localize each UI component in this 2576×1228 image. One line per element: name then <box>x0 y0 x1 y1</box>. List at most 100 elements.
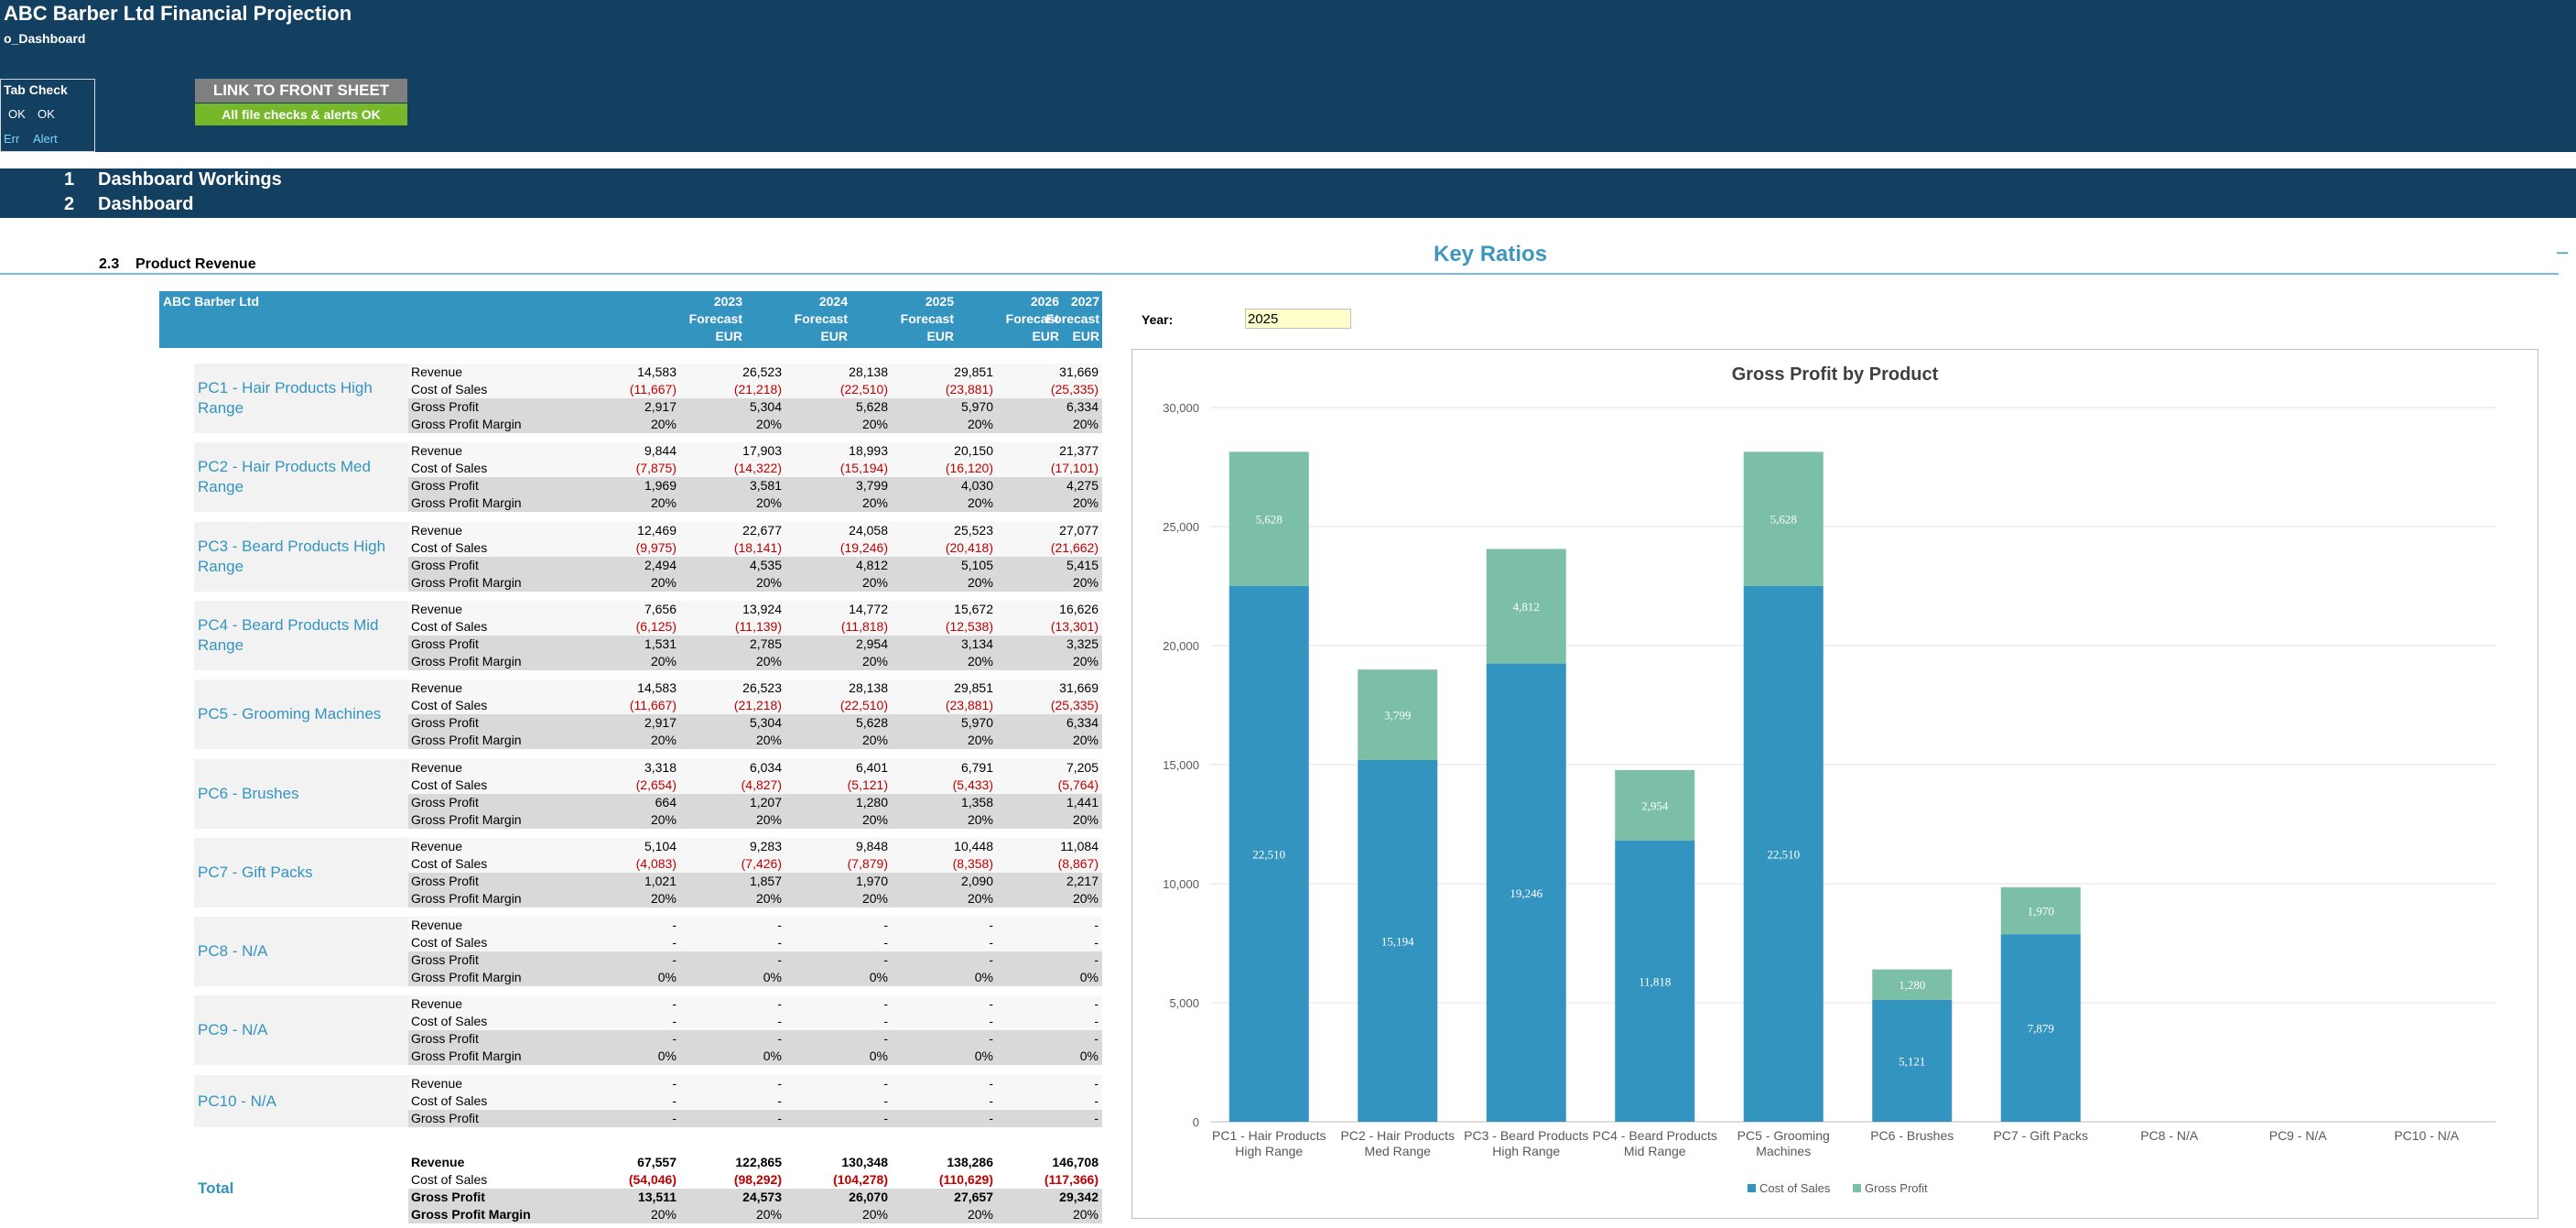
table-cell[interactable]: 0% <box>657 970 676 984</box>
collapse-group-icon[interactable]: – <box>2557 240 2569 263</box>
table-cell[interactable]: - <box>989 1076 993 1091</box>
table-cell[interactable]: 5,970 <box>960 715 993 730</box>
table-cell[interactable]: 20% <box>755 812 782 827</box>
table-cell[interactable]: 20% <box>1072 1207 1099 1222</box>
table-cell[interactable]: 1,857 <box>749 874 782 888</box>
table-cell[interactable]: 6,034 <box>749 760 782 775</box>
table-cell[interactable]: 146,708 <box>1052 1155 1099 1169</box>
table-cell[interactable]: - <box>1094 1014 1099 1028</box>
table-cell[interactable]: - <box>777 1014 782 1028</box>
table-cell[interactable]: - <box>672 1076 676 1091</box>
table-cell[interactable]: (8,867) <box>1057 856 1099 871</box>
table-cell[interactable]: 15,672 <box>954 602 993 616</box>
table-cell[interactable]: 31,669 <box>1059 364 1099 379</box>
table-cell[interactable]: 20% <box>967 495 993 510</box>
table-cell[interactable]: (25,335) <box>1050 698 1099 712</box>
table-cell[interactable]: 0% <box>763 1049 782 1063</box>
table-cell[interactable]: 122,865 <box>735 1155 782 1169</box>
table-cell[interactable]: 20% <box>650 733 676 747</box>
table-cell[interactable]: 20% <box>650 575 676 590</box>
table-cell[interactable]: 1,021 <box>644 874 676 888</box>
table-cell[interactable]: 3,325 <box>1066 636 1099 651</box>
table-cell[interactable]: - <box>883 1014 888 1028</box>
table-cell[interactable]: - <box>883 952 888 967</box>
table-cell[interactable]: 11,084 <box>1060 839 1099 853</box>
table-cell[interactable]: 27,657 <box>954 1190 993 1204</box>
table-cell[interactable]: - <box>672 996 676 1011</box>
table-cell[interactable]: - <box>1094 1031 1099 1046</box>
table-cell[interactable]: 9,283 <box>749 839 782 853</box>
table-cell[interactable]: (11,667) <box>629 382 676 397</box>
table-cell[interactable]: 20% <box>650 812 676 827</box>
table-cell[interactable]: (98,292) <box>733 1172 782 1187</box>
table-cell[interactable]: 29,851 <box>954 364 993 379</box>
table-cell[interactable]: (21,218) <box>733 382 782 397</box>
table-cell[interactable]: 20% <box>650 654 676 668</box>
table-cell[interactable]: 14,772 <box>849 602 888 616</box>
table-cell[interactable]: 6,334 <box>1066 399 1099 414</box>
table-cell[interactable]: (7,426) <box>741 856 782 871</box>
table-cell[interactable]: - <box>989 935 993 950</box>
table-cell[interactable]: 130,348 <box>841 1155 888 1169</box>
table-cell[interactable]: 0% <box>1079 1049 1099 1063</box>
table-cell[interactable]: 20% <box>861 1207 888 1222</box>
table-cell[interactable]: - <box>777 1111 782 1125</box>
table-cell[interactable]: 2,090 <box>960 874 993 888</box>
table-cell[interactable]: (22,510) <box>839 698 888 712</box>
table-cell[interactable]: 20% <box>1072 733 1099 747</box>
table-cell[interactable]: (7,875) <box>635 461 676 475</box>
table-cell[interactable]: - <box>883 1076 888 1091</box>
table-cell[interactable]: (23,881) <box>945 698 993 712</box>
table-cell[interactable]: 1,531 <box>644 636 676 651</box>
table-cell[interactable]: 20% <box>861 733 888 747</box>
table-cell[interactable]: 0% <box>763 970 782 984</box>
table-cell[interactable]: - <box>672 952 676 967</box>
table-cell[interactable]: 16,626 <box>1059 602 1099 616</box>
table-cell[interactable]: 18,993 <box>849 443 888 458</box>
table-cell[interactable]: - <box>672 1093 676 1108</box>
table-cell[interactable]: 7,656 <box>644 602 676 616</box>
table-cell[interactable]: 3,134 <box>960 636 993 651</box>
table-cell[interactable]: 25,523 <box>954 523 993 538</box>
table-cell[interactable]: (25,335) <box>1050 382 1099 397</box>
table-cell[interactable]: - <box>883 1111 888 1125</box>
table-cell[interactable]: 4,275 <box>1066 478 1099 493</box>
table-cell[interactable]: - <box>1094 1093 1099 1108</box>
table-cell[interactable]: (13,301) <box>1050 619 1099 634</box>
table-cell[interactable]: - <box>672 1031 676 1046</box>
table-cell[interactable]: 20% <box>755 733 782 747</box>
table-cell[interactable]: - <box>883 918 888 932</box>
table-cell[interactable]: 20% <box>861 417 888 431</box>
table-cell[interactable]: 20% <box>650 891 676 906</box>
table-cell[interactable]: (5,433) <box>952 777 993 792</box>
table-cell[interactable]: 20% <box>1072 891 1099 906</box>
table-cell[interactable]: - <box>989 918 993 932</box>
table-cell[interactable]: 7,205 <box>1066 760 1099 775</box>
table-cell[interactable]: - <box>777 1076 782 1091</box>
table-cell[interactable]: 0% <box>869 1049 888 1063</box>
table-cell[interactable]: (17,101) <box>1050 461 1099 475</box>
table-cell[interactable]: 138,286 <box>947 1155 993 1169</box>
table-cell[interactable]: - <box>777 996 782 1011</box>
table-cell[interactable]: (21,218) <box>733 698 782 712</box>
table-cell[interactable]: - <box>1094 996 1099 1011</box>
table-cell[interactable]: 6,334 <box>1066 715 1099 730</box>
table-cell[interactable]: (21,662) <box>1050 540 1099 555</box>
table-cell[interactable]: (11,139) <box>734 619 782 634</box>
table-cell[interactable]: 5,628 <box>855 715 888 730</box>
table-cell[interactable]: (5,764) <box>1057 777 1099 792</box>
table-cell[interactable]: - <box>989 1014 993 1028</box>
table-cell[interactable]: (9,975) <box>635 540 676 555</box>
table-cell[interactable]: 20% <box>755 575 782 590</box>
table-cell[interactable]: 14,583 <box>637 364 676 379</box>
table-cell[interactable]: - <box>883 996 888 1011</box>
table-cell[interactable]: 20% <box>755 495 782 510</box>
table-cell[interactable]: 20% <box>650 417 676 431</box>
table-cell[interactable]: (110,629) <box>938 1172 993 1187</box>
table-cell[interactable]: 20% <box>861 495 888 510</box>
table-cell[interactable]: (15,194) <box>839 461 888 475</box>
table-cell[interactable]: - <box>989 1031 993 1046</box>
table-cell[interactable]: 0% <box>869 970 888 984</box>
table-cell[interactable]: - <box>777 918 782 932</box>
table-cell[interactable]: 20% <box>1072 654 1099 668</box>
